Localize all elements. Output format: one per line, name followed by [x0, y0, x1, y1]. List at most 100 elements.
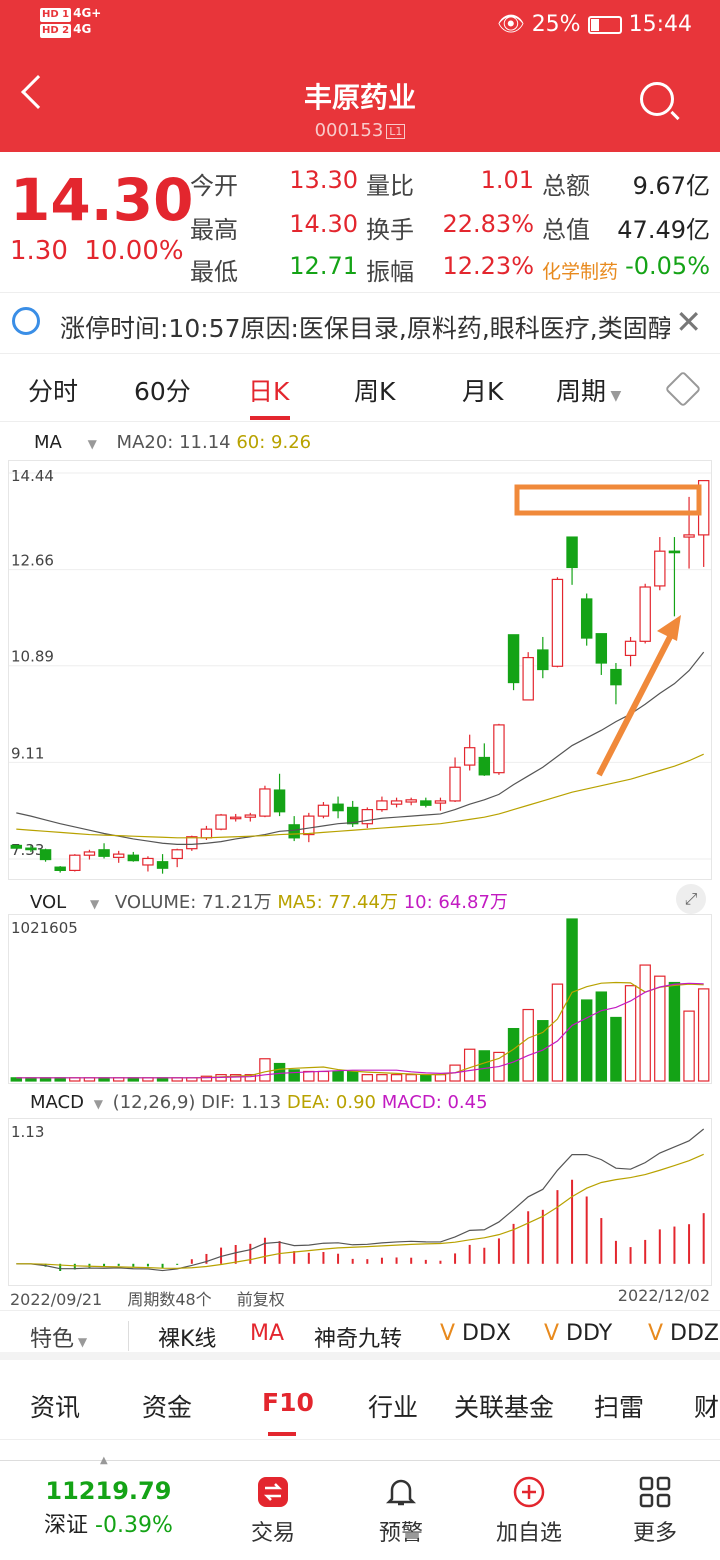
candle-body: [142, 857, 154, 866]
quote-l3: 化学制药: [542, 261, 619, 283]
tab-weekly-k[interactable]: 周K: [354, 377, 396, 406]
candle-body: [259, 788, 271, 817]
active-tab-indicator: [250, 416, 290, 420]
limit-up-notice[interactable]: 涨停时间:10:57原因:医保目录,原料药,眼科医疗,类固醇 ✕: [0, 292, 720, 354]
current-price: 14.30: [10, 166, 194, 234]
special-dropdown[interactable]: 特色 ▼: [30, 1321, 87, 1353]
volume-chart-area[interactable]: 1021605: [8, 914, 712, 1084]
candle-body: [580, 598, 593, 639]
magic-nine-toggle[interactable]: 神奇九转: [314, 1327, 403, 1352]
macd-chart-area[interactable]: 1.13: [8, 1118, 712, 1286]
period-tabs: 分时 60分 日K 周K 月K 周期 ▼: [0, 360, 720, 422]
candle-body: [54, 866, 66, 872]
chevron-up-icon: ▲: [100, 1455, 108, 1466]
nav-add-watchlist[interactable]: 加自选: [494, 1475, 564, 1547]
status-bar-right: 👁 25% 15:44: [497, 12, 692, 37]
tab-news[interactable]: 资讯: [30, 1393, 81, 1422]
ddx-toggle[interactable]: V DDX: [440, 1321, 511, 1346]
quote-row: 最低 12.71 振幅 12.23% 化学制药 -0.05%: [0, 252, 720, 288]
candle-body: [332, 803, 344, 812]
ddy-toggle[interactable]: V DDY: [544, 1321, 612, 1346]
volume-max-label: 1021605: [11, 919, 78, 937]
volume-bar: [259, 1058, 271, 1082]
volume-bar: [697, 988, 710, 1082]
start-date: 2022/09/21: [10, 1290, 103, 1309]
vol-legend[interactable]: VOL ▼ VOLUME: 71.21万 MA5: 77.44万 10: 64.…: [30, 888, 508, 914]
ma60-value: 60: 9.26: [236, 432, 312, 453]
nav-more[interactable]: 更多: [630, 1475, 680, 1547]
price-change-row: 1.30 10.00%: [10, 236, 184, 266]
quote-l3: 总值: [542, 216, 590, 244]
volume-bar: [566, 918, 578, 1082]
expand-icon[interactable]: ⤢: [676, 884, 706, 914]
candle-body: [244, 814, 257, 818]
tab-daily-k[interactable]: 日K: [248, 377, 290, 406]
nav-trade[interactable]: 交易: [248, 1475, 298, 1547]
tab-intraday[interactable]: 分时: [28, 377, 79, 406]
index-ticker[interactable]: 11219.79 深证 -0.39%: [44, 1477, 173, 1539]
macd-chart: 1.13: [11, 1123, 705, 1272]
candle-body: [303, 815, 315, 836]
tab-f10[interactable]: F10: [262, 1388, 314, 1417]
nav-alert[interactable]: 预警: [376, 1475, 426, 1547]
candle-body: [171, 849, 183, 860]
tab-mine-scan[interactable]: 扫雷: [594, 1393, 645, 1422]
volume-bar: [522, 1008, 534, 1082]
candle-body: [390, 800, 403, 805]
ma20-value: MA20: 11.14: [116, 432, 231, 453]
settings-icon[interactable]: [664, 370, 702, 408]
ddz-toggle[interactable]: V DDZ: [648, 1321, 719, 1346]
highlight-box: [514, 484, 702, 516]
candle-body: [610, 668, 622, 686]
battery-icon: [587, 16, 622, 34]
special-label: 特色: [30, 1327, 75, 1352]
nav-alert-label: 预警: [378, 1521, 423, 1546]
tab-industry[interactable]: 行业: [368, 1393, 419, 1422]
eye-icon: 👁: [496, 12, 525, 37]
quote-l1: 最低: [190, 258, 238, 286]
quote-l2: 量比: [366, 172, 414, 200]
volume-bar: [668, 981, 681, 1082]
y-tick-label: 14.44: [11, 467, 54, 485]
quote-v2: 1.01: [480, 166, 534, 194]
candle-body: [186, 836, 198, 850]
ma-legend[interactable]: MA ▼ MA20: 11.14 60: 9.26: [34, 432, 311, 453]
info-tabs: 资讯 资金 F10 行业 关联基金 扫雷 财: [0, 1370, 720, 1440]
tab-finance[interactable]: 财: [694, 1393, 720, 1422]
volume-bar: [346, 1070, 359, 1082]
quote-l3: 总额: [542, 172, 590, 200]
quote-v2: 12.23%: [442, 252, 534, 280]
dea-line: [16, 1153, 704, 1269]
tab-60min[interactable]: 60分: [134, 377, 191, 406]
ma-label: MA: [34, 432, 62, 453]
add-circle-icon: [513, 1476, 545, 1508]
search-icon[interactable]: [640, 82, 674, 116]
volume-chart: 1021605: [10, 918, 710, 1082]
candle-body: [288, 824, 300, 839]
active-subtab-indicator: [268, 1432, 296, 1436]
tab-capital[interactable]: 资金: [142, 1393, 193, 1422]
net2-label: 4G: [73, 22, 92, 36]
stock-code-row: 000153 L1: [0, 120, 720, 141]
ma-toggle[interactable]: MA: [250, 1321, 285, 1346]
volume-bar: [654, 975, 666, 1082]
tab-monthly-k[interactable]: 月K: [462, 377, 504, 406]
close-icon[interactable]: ✕: [675, 303, 702, 341]
tab-period-dropdown[interactable]: 周期 ▼: [556, 372, 621, 408]
candle-body: [683, 534, 695, 538]
naked-k-toggle[interactable]: 裸K线: [158, 1327, 217, 1352]
volume-bar: [361, 1074, 374, 1082]
volume-bar: [376, 1074, 388, 1082]
vol-ma10-line: [16, 982, 704, 1079]
volume-bar: [200, 1075, 213, 1082]
macd-legend[interactable]: MACD ▼ (12,26,9) DIF: 1.13 DEA: 0.90 MAC…: [30, 1092, 488, 1113]
macd-max-label: 1.13: [11, 1123, 44, 1141]
divider: [128, 1321, 129, 1351]
bottom-nav: ▲ 11219.79 深证 -0.39% 交易 预警 加自选 更多: [0, 1455, 720, 1560]
ma60-line: [16, 753, 704, 839]
tab-related-funds[interactable]: 关联基金: [454, 1393, 555, 1422]
volume-bar: [683, 1010, 695, 1082]
candle-body: [83, 851, 96, 856]
